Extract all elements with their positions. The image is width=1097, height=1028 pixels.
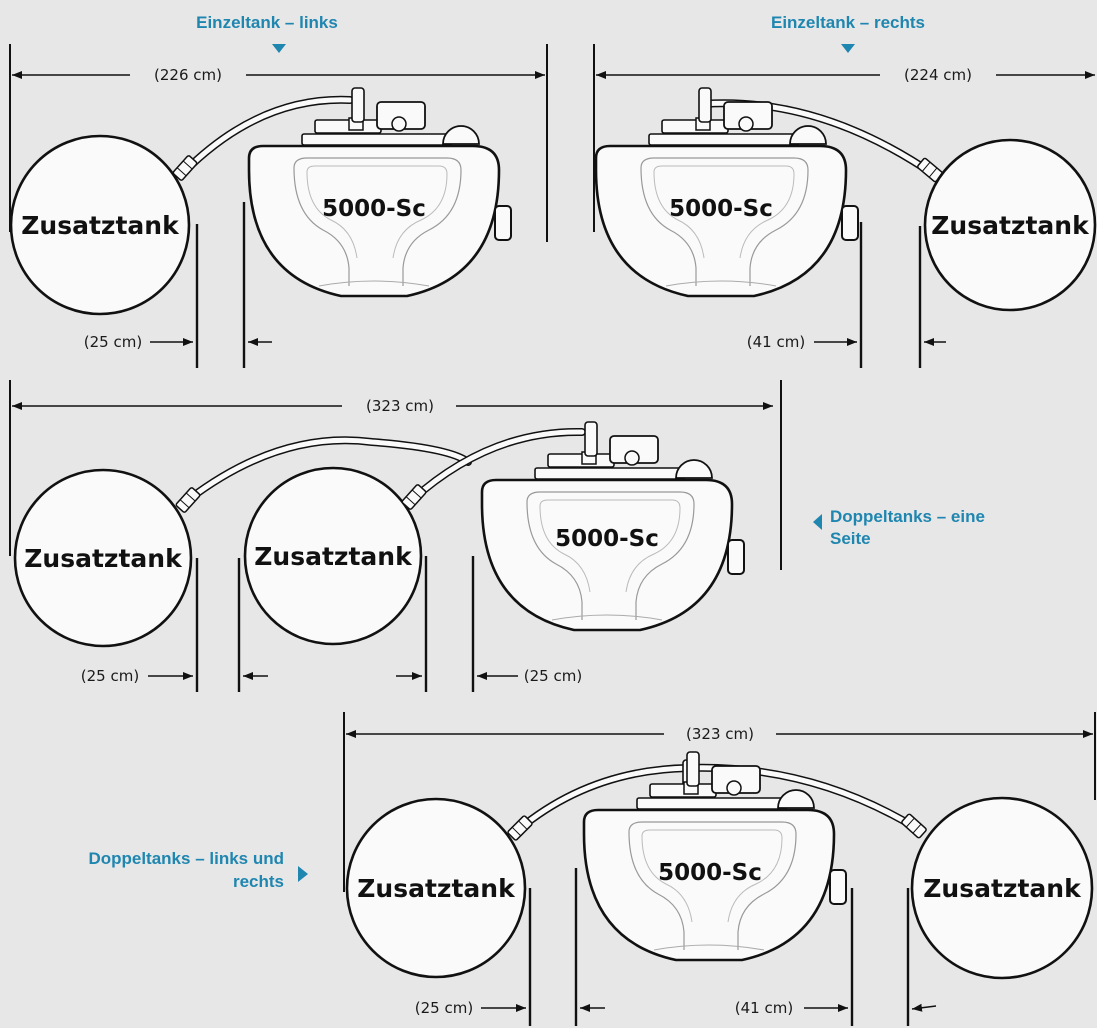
panel-title: Einzeltank – links xyxy=(196,13,338,32)
extra-tank xyxy=(345,797,527,979)
extra-tank xyxy=(923,138,1097,312)
arrow-down-marker-icon xyxy=(272,44,286,53)
gap-label: (41 cm) xyxy=(747,333,805,351)
hose-coupling xyxy=(174,486,202,514)
hose-coupling xyxy=(900,812,928,840)
extra-tank xyxy=(13,468,193,648)
panel-double-both-sides: (323 cm) Doppeltanks – links und rechts … xyxy=(88,712,1096,1026)
main-unit xyxy=(247,86,513,298)
gap-label: (25 cm) xyxy=(524,667,582,685)
panel-title-line2: rechts xyxy=(233,872,284,891)
panel-single-left: Einzeltank – links (226 cm) Zusatztank 5… xyxy=(9,13,548,368)
panel-double-one-side: (323 cm) Doppeltanks – eine Seite Zusatz… xyxy=(9,380,985,692)
extra-tank-label: Zusatztank xyxy=(357,874,516,903)
dimension-arrow xyxy=(911,1003,937,1012)
extra-tank xyxy=(243,466,423,646)
arrow-right-marker-icon xyxy=(298,866,308,882)
gap-label: (25 cm) xyxy=(415,999,473,1017)
hose-coupling xyxy=(400,483,428,511)
extra-tank-label: Zusatztank xyxy=(923,874,1082,903)
gap-label: (41 cm) xyxy=(735,999,793,1017)
extra-tank-label: Zusatztank xyxy=(24,544,183,573)
panel-title: Einzeltank – rechts xyxy=(771,13,925,32)
main-unit-label: 5000-Sc xyxy=(555,526,659,552)
total-length-label: (224 cm) xyxy=(904,66,972,84)
extra-tank-label: Zusatztank xyxy=(21,211,180,240)
panel-title-line1: Doppeltanks – eine xyxy=(830,507,985,526)
extra-tank xyxy=(910,796,1094,980)
panel-title-line1: Doppeltanks – links und xyxy=(88,849,284,868)
arrow-left-marker-icon xyxy=(813,514,822,530)
hose-coupling xyxy=(506,814,534,842)
main-unit-label: 5000-Sc xyxy=(658,860,762,886)
hose-coupling xyxy=(171,154,199,182)
panel-title-line2: Seite xyxy=(830,529,871,548)
main-unit-label: 5000-Sc xyxy=(322,196,426,222)
gap-label: (25 cm) xyxy=(81,667,139,685)
extra-tank-label: Zusatztank xyxy=(931,211,1090,240)
arrow-down-marker-icon xyxy=(841,44,855,53)
panel-single-right: Einzeltank – rechts (224 cm) 5000-Sc Zus… xyxy=(593,13,1097,368)
total-length-label: (323 cm) xyxy=(366,397,434,415)
gap-label: (25 cm) xyxy=(84,333,142,351)
total-length-label: (226 cm) xyxy=(154,66,222,84)
total-length-label: (323 cm) xyxy=(686,725,754,743)
main-unit-label: 5000-Sc xyxy=(669,196,773,222)
extra-tank-label: Zusatztank xyxy=(254,542,413,571)
extra-tank xyxy=(9,134,191,316)
